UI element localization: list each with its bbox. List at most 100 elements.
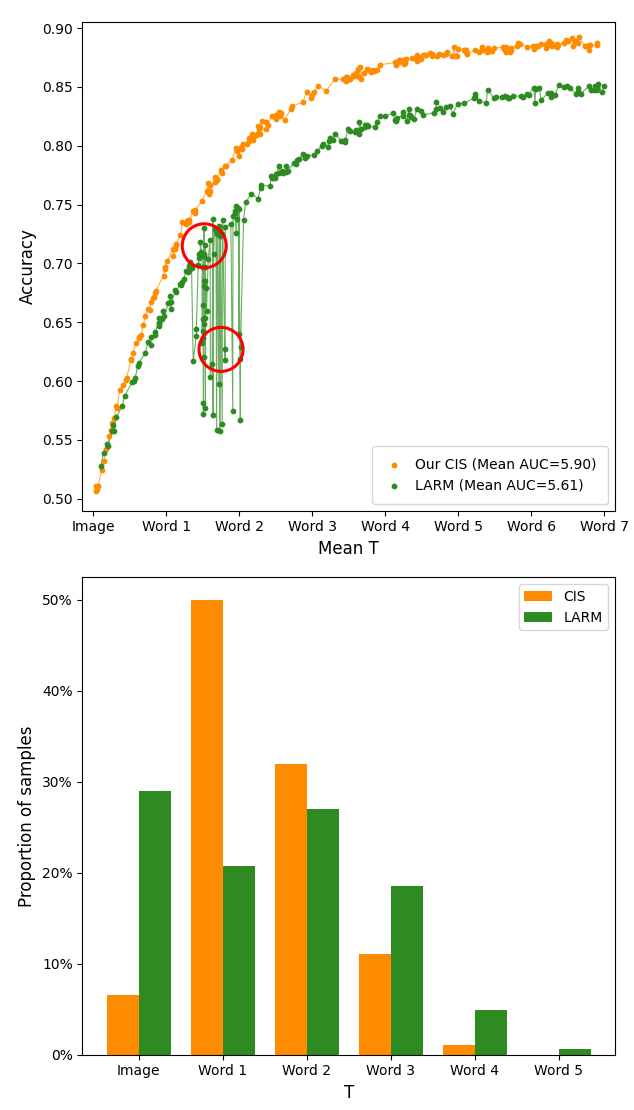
LARM (Mean AUC=5.61) — [404, 100, 414, 118]
LARM (Mean AUC=5.61) — [212, 421, 222, 438]
LARM (Mean AUC=5.61) — [119, 387, 129, 405]
LARM (Mean AUC=5.61) — [198, 322, 208, 340]
Our CIS (Mean AUC=5.90) — [321, 82, 332, 100]
Our CIS (Mean AUC=5.90) — [287, 98, 297, 115]
Our CIS (Mean AUC=5.90) — [115, 382, 125, 400]
Our CIS (Mean AUC=5.90) — [414, 50, 424, 68]
Our CIS (Mean AUC=5.90) — [254, 125, 264, 143]
Our CIS (Mean AUC=5.90) — [406, 49, 417, 67]
Our CIS (Mean AUC=5.90) — [356, 70, 366, 88]
Our CIS (Mean AUC=5.90) — [254, 119, 264, 137]
Our CIS (Mean AUC=5.90) — [217, 164, 227, 182]
Our CIS (Mean AUC=5.90) — [412, 52, 422, 70]
LARM (Mean AUC=5.61) — [198, 310, 208, 327]
LARM (Mean AUC=5.61) — [205, 367, 216, 385]
LARM (Mean AUC=5.61) — [165, 287, 175, 305]
Our CIS (Mean AUC=5.90) — [420, 47, 430, 64]
LARM (Mean AUC=5.61) — [219, 340, 230, 357]
LARM (Mean AUC=5.61) — [354, 125, 364, 143]
LARM (Mean AUC=5.61) — [429, 103, 439, 121]
LARM (Mean AUC=5.61) — [212, 225, 223, 243]
Our CIS (Mean AUC=5.90) — [286, 100, 296, 118]
LARM (Mean AUC=5.61) — [194, 244, 204, 262]
LARM (Mean AUC=5.61) — [584, 78, 594, 95]
LARM (Mean AUC=5.61) — [363, 118, 373, 135]
LARM (Mean AUC=5.61) — [154, 314, 164, 332]
LARM (Mean AUC=5.61) — [545, 84, 555, 102]
Our CIS (Mean AUC=5.90) — [453, 40, 463, 58]
Our CIS (Mean AUC=5.90) — [237, 140, 247, 158]
Our CIS (Mean AUC=5.90) — [99, 453, 109, 471]
LARM (Mean AUC=5.61) — [177, 273, 187, 291]
Our CIS (Mean AUC=5.90) — [151, 282, 161, 300]
LARM (Mean AUC=5.61) — [266, 166, 276, 184]
LARM (Mean AUC=5.61) — [318, 134, 328, 152]
Our CIS (Mean AUC=5.90) — [160, 258, 171, 275]
LARM (Mean AUC=5.61) — [270, 170, 280, 188]
LARM (Mean AUC=5.61) — [197, 334, 207, 352]
Our CIS (Mean AUC=5.90) — [506, 39, 516, 57]
LARM (Mean AUC=5.61) — [340, 132, 350, 150]
LARM (Mean AUC=5.61) — [195, 233, 205, 251]
LARM (Mean AUC=5.61) — [200, 236, 210, 254]
Our CIS (Mean AUC=5.90) — [515, 36, 525, 53]
Our CIS (Mean AUC=5.90) — [209, 173, 219, 191]
Our CIS (Mean AUC=5.90) — [364, 61, 374, 79]
Our CIS (Mean AUC=5.90) — [450, 47, 460, 64]
Our CIS (Mean AUC=5.90) — [541, 39, 552, 57]
LARM (Mean AUC=5.61) — [200, 245, 210, 263]
Our CIS (Mean AUC=5.90) — [528, 37, 538, 54]
Our CIS (Mean AUC=5.90) — [482, 43, 492, 61]
LARM (Mean AUC=5.61) — [312, 142, 322, 160]
LARM (Mean AUC=5.61) — [195, 248, 205, 265]
LARM (Mean AUC=5.61) — [278, 164, 288, 182]
Our CIS (Mean AUC=5.90) — [227, 151, 237, 169]
Our CIS (Mean AUC=5.90) — [298, 93, 308, 111]
Our CIS (Mean AUC=5.90) — [91, 482, 101, 500]
Our CIS (Mean AUC=5.90) — [501, 40, 511, 58]
Our CIS (Mean AUC=5.90) — [262, 115, 273, 133]
LARM (Mean AUC=5.61) — [146, 329, 157, 346]
Our CIS (Mean AUC=5.90) — [351, 64, 361, 82]
Our CIS (Mean AUC=5.90) — [544, 32, 554, 50]
LARM (Mean AUC=5.61) — [197, 243, 207, 261]
Our CIS (Mean AUC=5.90) — [529, 40, 539, 58]
Our CIS (Mean AUC=5.90) — [427, 48, 437, 65]
LARM (Mean AUC=5.61) — [586, 81, 596, 99]
Our CIS (Mean AUC=5.90) — [585, 36, 595, 53]
LARM (Mean AUC=5.61) — [288, 154, 299, 172]
LARM (Mean AUC=5.61) — [171, 282, 181, 300]
Our CIS (Mean AUC=5.90) — [231, 139, 241, 157]
Our CIS (Mean AUC=5.90) — [548, 36, 559, 53]
Our CIS (Mean AUC=5.90) — [546, 34, 556, 52]
LARM (Mean AUC=5.61) — [209, 244, 219, 262]
LARM (Mean AUC=5.61) — [158, 303, 168, 321]
Our CIS (Mean AUC=5.90) — [425, 43, 436, 61]
Our CIS (Mean AUC=5.90) — [547, 34, 557, 52]
LARM (Mean AUC=5.61) — [140, 344, 150, 362]
Our CIS (Mean AUC=5.90) — [306, 89, 316, 107]
LARM (Mean AUC=5.61) — [330, 124, 340, 142]
LARM (Mean AUC=5.61) — [230, 202, 240, 220]
LARM (Mean AUC=5.61) — [325, 130, 335, 148]
LARM (Mean AUC=5.61) — [491, 89, 501, 107]
LARM (Mean AUC=5.61) — [159, 307, 169, 325]
Our CIS (Mean AUC=5.90) — [573, 34, 583, 52]
Our CIS (Mean AUC=5.90) — [247, 125, 257, 143]
Our CIS (Mean AUC=5.90) — [249, 128, 259, 145]
Our CIS (Mean AUC=5.90) — [176, 226, 186, 244]
LARM (Mean AUC=5.61) — [181, 262, 191, 280]
LARM (Mean AUC=5.61) — [191, 327, 202, 345]
Bar — [275, 764, 307, 1054]
LARM (Mean AUC=5.61) — [164, 294, 174, 312]
LARM (Mean AUC=5.61) — [191, 321, 202, 339]
LARM (Mean AUC=5.61) — [576, 85, 586, 103]
LARM (Mean AUC=5.61) — [256, 176, 266, 194]
LARM (Mean AUC=5.61) — [276, 162, 287, 180]
LARM (Mean AUC=5.61) — [209, 220, 219, 238]
LARM (Mean AUC=5.61) — [176, 276, 186, 294]
LARM (Mean AUC=5.61) — [508, 87, 519, 104]
Our CIS (Mean AUC=5.90) — [197, 192, 207, 210]
LARM (Mean AUC=5.61) — [153, 316, 164, 334]
Our CIS (Mean AUC=5.90) — [401, 50, 411, 68]
